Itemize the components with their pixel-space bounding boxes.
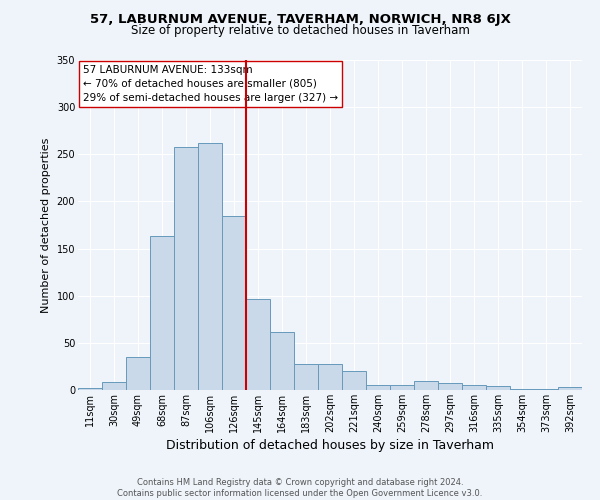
Text: Contains HM Land Registry data © Crown copyright and database right 2024.
Contai: Contains HM Land Registry data © Crown c…: [118, 478, 482, 498]
Text: Size of property relative to detached houses in Taverham: Size of property relative to detached ho…: [131, 24, 469, 37]
Bar: [222, 216, 246, 390]
Bar: [486, 386, 510, 390]
X-axis label: Distribution of detached houses by size in Taverham: Distribution of detached houses by size …: [166, 439, 494, 452]
Bar: [126, 357, 150, 390]
Bar: [534, 389, 558, 390]
Bar: [102, 382, 126, 390]
Bar: [246, 300, 270, 390]
Text: 57 LABURNUM AVENUE: 133sqm
← 70% of detached houses are smaller (805)
29% of sem: 57 LABURNUM AVENUE: 133sqm ← 70% of deta…: [83, 65, 338, 103]
Bar: [438, 384, 462, 390]
Bar: [366, 386, 390, 390]
Bar: [198, 143, 222, 390]
Bar: [78, 388, 102, 390]
Bar: [150, 236, 174, 390]
Bar: [342, 371, 366, 390]
Bar: [318, 364, 342, 390]
Bar: [510, 389, 534, 390]
Bar: [414, 380, 438, 390]
Bar: [174, 146, 198, 390]
Bar: [270, 332, 294, 390]
Bar: [294, 364, 318, 390]
Y-axis label: Number of detached properties: Number of detached properties: [41, 138, 51, 312]
Text: 57, LABURNUM AVENUE, TAVERHAM, NORWICH, NR8 6JX: 57, LABURNUM AVENUE, TAVERHAM, NORWICH, …: [89, 12, 511, 26]
Bar: [462, 386, 486, 390]
Bar: [558, 387, 582, 390]
Bar: [390, 386, 414, 390]
